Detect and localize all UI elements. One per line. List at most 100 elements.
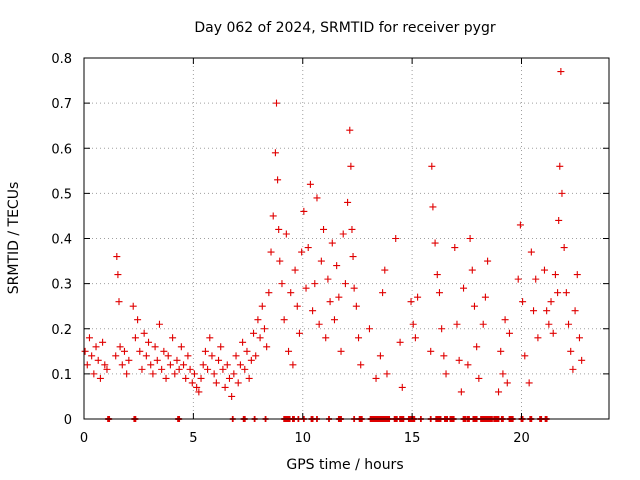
data-point [250,329,258,337]
data-point [276,257,284,265]
y-tick-label: 0.6 [51,142,72,157]
data-point [453,320,461,328]
data-point [215,356,223,364]
data-point [221,383,229,391]
data-point [265,289,273,297]
x-tick-label: 15 [404,431,421,446]
data-point [317,257,325,265]
data-point [532,275,540,283]
data-point [88,352,96,360]
data-point [557,68,565,76]
data-point [484,257,492,265]
data-point [219,365,227,373]
data-point [142,352,150,360]
data-point [309,307,317,315]
data-point [497,347,505,355]
data-point [123,370,131,378]
data-point [565,320,573,328]
data-point [475,374,483,382]
data-point [138,365,146,373]
data-point [188,379,196,387]
data-point [433,271,441,279]
data-point [495,388,503,396]
data-point [273,99,280,107]
data-point [254,316,262,324]
data-point [349,253,357,261]
data-point [313,194,321,202]
data-point [239,338,247,346]
data-point [328,239,336,247]
data-point [186,365,194,373]
y-tick-label: 0.7 [51,97,72,112]
data-point [295,329,303,337]
data-point [302,284,310,292]
data-point [573,271,581,279]
data-point [530,307,538,315]
data-point [103,365,111,373]
y-tick-label: 0.3 [51,278,72,293]
data-point [289,361,297,369]
data-point [151,343,159,351]
data-point [326,298,334,306]
data-point [571,307,579,315]
data-point [442,370,450,378]
data-point [330,316,338,324]
data-point [304,244,312,252]
data-point [431,239,439,247]
data-point [341,280,349,288]
data-point [243,347,251,355]
data-point [468,266,476,274]
data-point [396,338,404,346]
data-point [125,356,133,364]
data-point [525,379,533,387]
data-point [460,284,468,292]
data-point [232,352,240,360]
data-point [271,149,279,157]
y-tick-label: 0 [64,413,72,428]
data-point [223,361,231,369]
data-point [252,352,260,360]
data-point [134,316,142,324]
data-point [263,343,271,351]
data-point [234,379,242,387]
data-point [193,383,201,391]
data-point [551,271,559,279]
data-point [201,347,209,355]
data-point [212,379,220,387]
data-point [347,162,355,170]
data-point [155,320,163,328]
data-point [166,361,174,369]
data-point [175,365,183,373]
data-point [274,176,282,184]
data-point [383,370,391,378]
data-point [578,356,586,364]
data-point [320,225,328,233]
data-point [120,347,128,355]
data-point [83,361,91,369]
data-point [381,266,389,274]
data-point [256,334,264,342]
data-point [145,338,153,346]
data-point [501,316,509,324]
data-point [575,334,583,342]
data-point [457,388,465,396]
data-point [558,189,566,197]
data-point [184,352,192,360]
data-point [315,320,323,328]
data-point [311,280,319,288]
y-tick-label: 0.4 [51,233,72,248]
data-point [147,361,155,369]
data-point [470,302,478,310]
data-point [199,361,207,369]
data-point [569,365,577,373]
data-point [267,248,275,256]
data-point [455,356,463,364]
data-point [549,329,557,337]
data-point [210,370,218,378]
data-point [217,343,225,351]
data-point [293,302,301,310]
data-point [344,198,352,206]
data-point [81,347,89,355]
data-point [409,320,417,328]
data-point [118,361,126,369]
